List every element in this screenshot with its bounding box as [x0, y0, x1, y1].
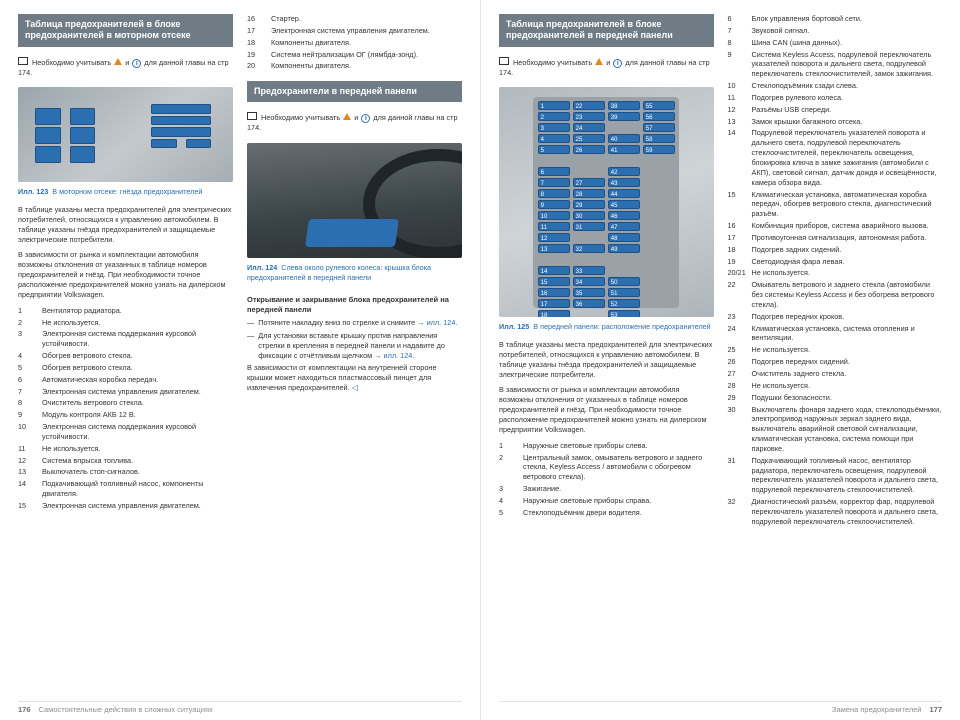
fuse-row: 15Климатическая установка, автоматическа… — [728, 190, 943, 220]
info-icon: i — [132, 59, 141, 68]
fuse-row: 11Не используется. — [18, 444, 233, 454]
fuse-row: 7Электронная система управления двигател… — [18, 387, 233, 397]
fuse-row: 4Обогрев ветрового стекла. — [18, 351, 233, 361]
step-install: Для установки вставьте крышку против нап… — [247, 331, 462, 361]
footer-text-left: Самостоятельные действия в сложных ситуа… — [39, 705, 213, 715]
fuse-row: 3Электронная система поддержания курсово… — [18, 329, 233, 349]
book-icon — [499, 57, 509, 65]
fuse-row: 23Подогрев передних кроков. — [728, 312, 943, 322]
fuse-row: 26Подогрев передних сидений. — [728, 357, 943, 367]
fuse-row: 1Наружные световые приборы слева. — [499, 441, 714, 451]
fuse-row: 6Автоматическая коробка передач. — [18, 375, 233, 385]
tail-note: В зависимости от комплектации на внутрен… — [247, 363, 462, 393]
fuse-row: 10Электронная система поддержания курсов… — [18, 422, 233, 442]
page-right: Таблица предохранителей в блоке предохра… — [480, 0, 960, 720]
page-number-left: 176 — [18, 705, 31, 715]
fuse-row: 17Противоугонная сигнализация, автономна… — [728, 233, 943, 243]
fuse-row: 27Очиститель заднего стекла. — [728, 369, 943, 379]
footer-text-right: Замена предохранителей — [832, 705, 922, 715]
page-left-col1: Таблица предохранителей в блоке предохра… — [18, 14, 233, 698]
engine-para-2: В зависимости от рынка и комплектации ав… — [18, 250, 233, 299]
page-right-col2: 6Блок управления бортовой сети. 7Звуковой… — [728, 14, 943, 698]
page-right-col1: Таблица предохранителей в блоке предохра… — [499, 14, 714, 698]
engine-para-1: В таблице указаны места предохранителей … — [18, 205, 233, 244]
note-front-panel: Необходимо учитывать и i для данной глав… — [247, 112, 462, 133]
fuse-row: 24Климатическая установка, система отопл… — [728, 324, 943, 344]
caption-124: Илл. 124 Слева около рулевого колеса: кр… — [247, 263, 462, 282]
fuse-row: 20Компоненты двигателя. — [247, 61, 462, 71]
fuse-row: 16Стартер. — [247, 14, 462, 24]
figure-124 — [247, 143, 462, 258]
info-icon: i — [613, 59, 622, 68]
fuse-row: 12Система впрыска топлива. — [18, 456, 233, 466]
footer-right: Замена предохранителей 177 — [832, 705, 942, 715]
fuse-row: 7Звуковой сигнал. — [728, 26, 943, 36]
fuse-row: 14Подрулевой переключатель указателей по… — [728, 128, 943, 187]
fuse-row: 3Зажигание. — [499, 484, 714, 494]
fuse-row: 15Электронная система управления двигате… — [18, 501, 233, 511]
warning-icon — [343, 113, 351, 120]
fuse-row: 31Подкачивающий топливный насос, вентиля… — [728, 456, 943, 495]
info-icon: i — [361, 114, 370, 123]
title-panel-fuse-table: Таблица предохранителей в блоке предохра… — [499, 14, 714, 47]
fuse-row: 2Не используется. — [18, 318, 233, 328]
fuse-row: 19Система нейтрализации ОГ (лямбда-зонд)… — [247, 50, 462, 60]
book-icon — [18, 57, 28, 65]
fuse-panel-grid: 1223855223395632457425405852641596427274… — [538, 101, 675, 303]
warning-icon — [595, 58, 603, 65]
panel-para-2: В зависимости от рынка и комплектации ав… — [499, 385, 714, 434]
page-left-col2: 16Стартер. 17Электронная система управлен… — [247, 14, 462, 698]
fuse-row: 8Шина CAN (шина данных). — [728, 38, 943, 48]
fuse-row: 25Не используется. — [728, 345, 943, 355]
fuse-list-panel-cont: 6Блок управления бортовой сети. 7Звуковой… — [728, 14, 943, 527]
warning-icon — [114, 58, 122, 65]
fuse-row: 9Система Keyless Access, подрулевой пере… — [728, 50, 943, 80]
fuse-row: 28Не используется. — [728, 381, 943, 391]
footer-left: 176 Самостоятельные действия в сложных с… — [18, 705, 213, 715]
title-front-panel-fuses: Предохранители в передней панели — [247, 81, 462, 102]
step-remove: Потяните накладку вниз по стрелке и сним… — [247, 318, 462, 328]
fuse-row: 18Подогрев задних сидений. — [728, 245, 943, 255]
panel-para-1: В таблице указаны места предохранителей … — [499, 340, 714, 379]
fuse-row: 10Стеклоподъёмник сзади слева. — [728, 81, 943, 91]
fuse-row: 9Модуль контроля АКБ 12 В. — [18, 410, 233, 420]
fuse-row: 29Подушки безопасности. — [728, 393, 943, 403]
fuse-row: 5Обогрев ветрового стекла. — [18, 363, 233, 373]
fuse-row: 22Омыватель ветрового и заднего стекла (… — [728, 280, 943, 310]
fuse-row: 14Подкачивающий топливный насос, компоне… — [18, 479, 233, 499]
fuse-row: 4Наружные световые приборы справа. — [499, 496, 714, 506]
caption-123: Илл. 123 В моторном отсеке: гнёзда предо… — [18, 187, 233, 197]
caption-125: Илл. 125 В передней панели: расположение… — [499, 322, 714, 332]
fuse-row: 5Стеклоподъёмник двери водителя. — [499, 508, 714, 518]
fuse-list-panel: 1Наружные световые приборы слева. 2Центра… — [499, 441, 714, 518]
fuse-row: 32Диагностический разъём, корректор фар,… — [728, 497, 943, 527]
page-number-right: 177 — [929, 705, 942, 715]
book-icon — [247, 112, 257, 120]
title-engine-fuse-table: Таблица предохранителей в блоке предохра… — [18, 14, 233, 47]
fuse-row: 30Выключатель фонаря заднего хода, стекл… — [728, 405, 943, 454]
fuse-row: 16Комбинация приборов, система аварийног… — [728, 221, 943, 231]
note-panel: Необходимо учитывать и i для данной глав… — [499, 57, 714, 78]
fuse-row: 1Вентилятор радиатора. — [18, 306, 233, 316]
fuse-row: 12Разъёмы USB спереди. — [728, 105, 943, 115]
fuse-row: 18Компоненты двигателя. — [247, 38, 462, 48]
figure-123 — [18, 87, 233, 182]
fuse-list-engine: 1Вентилятор радиатора. 2Не используется.3… — [18, 306, 233, 511]
fuse-row: 19Светодиодная фара левая. — [728, 257, 943, 267]
subhead-open-close: Открывание и закрывание блока предохрани… — [247, 295, 462, 315]
fuse-row: 13Выключатель стоп-сигналов. — [18, 467, 233, 477]
fuse-cover-shape — [305, 219, 399, 247]
fuse-row: 13Замок крышки багажного отсека. — [728, 117, 943, 127]
note-engine: Необходимо учитывать и i для данной глав… — [18, 57, 233, 78]
fuse-row: 2Центральный замок, омыватель ветрового … — [499, 453, 714, 483]
fuse-list-engine-cont: 16Стартер. 17Электронная система управлен… — [247, 14, 462, 71]
fuse-row: 17Электронная система управления двигате… — [247, 26, 462, 36]
fuse-row: 20/21Не используется. — [728, 268, 943, 278]
fuse-row: 6Блок управления бортовой сети. — [728, 14, 943, 24]
page-left: Таблица предохранителей в блоке предохра… — [0, 0, 480, 720]
fuse-row: 11Подогрев рулевого колеса. — [728, 93, 943, 103]
fuse-row: 8Очиститель ветрового стекла. — [18, 398, 233, 408]
figure-125: 1223855223395632457425405852641596427274… — [499, 87, 714, 317]
